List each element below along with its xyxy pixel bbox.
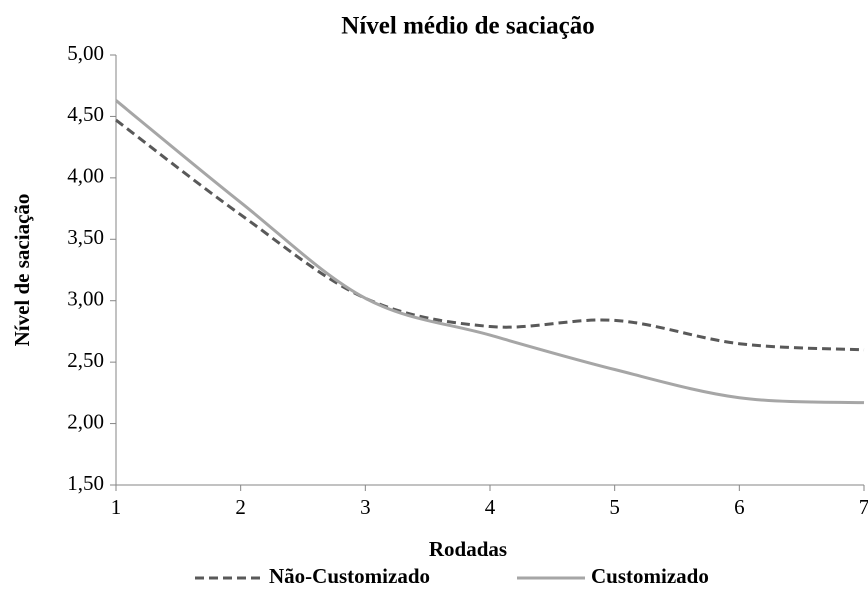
y-tick-label: 2,00: [67, 409, 104, 433]
chart-title: Nível médio de saciação: [341, 13, 594, 40]
y-tick-label: 2,50: [67, 348, 104, 372]
legend-label: Não-Customizado: [269, 564, 430, 588]
x-tick-label: 7: [859, 495, 868, 519]
x-axis-label: Rodadas: [429, 537, 507, 561]
y-tick-label: 3,00: [67, 287, 104, 311]
x-tick-label: 6: [734, 495, 745, 519]
y-tick-label: 1,50: [67, 471, 104, 495]
y-tick-label: 5,00: [67, 41, 104, 65]
series-line: [115, 118, 865, 352]
x-tick-label: 2: [235, 495, 246, 519]
x-tick-label: 5: [609, 495, 620, 519]
y-tick-label: 4,00: [67, 164, 104, 188]
x-tick-label: 3: [360, 495, 371, 519]
x-tick-label: 1: [111, 495, 122, 519]
series-line: [115, 99, 865, 405]
y-tick-label: 3,50: [67, 225, 104, 249]
legend-label: Customizado: [591, 564, 709, 588]
x-tick-label: 4: [485, 495, 496, 519]
y-tick-label: 4,50: [67, 102, 104, 126]
y-axis-label: Nível de saciação: [10, 194, 34, 347]
